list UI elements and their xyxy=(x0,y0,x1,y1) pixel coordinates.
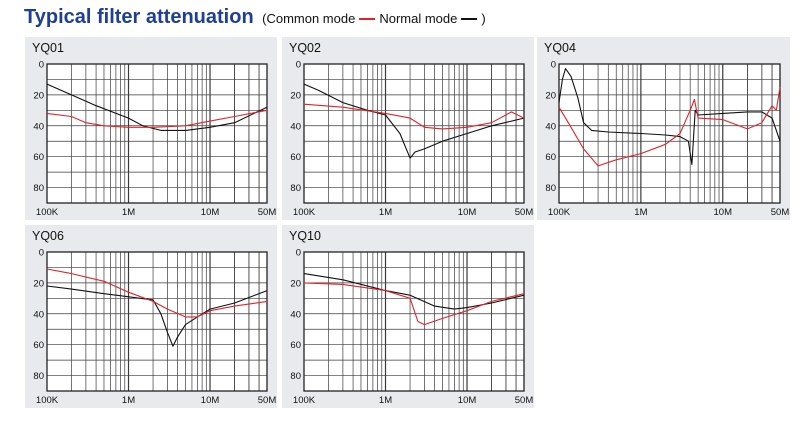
chart-title: YQ06 xyxy=(32,229,64,243)
chart-yq10: 0 20 40 60 80 100K 1M 10M 50M xyxy=(290,248,534,407)
common-mode-line xyxy=(46,268,268,318)
plot-frame xyxy=(303,251,525,392)
common-mode-swatch xyxy=(359,17,376,20)
common-mode-line xyxy=(46,109,268,128)
y-tick-label: 40 xyxy=(33,309,44,320)
common-mode-line xyxy=(303,282,525,326)
plot-frame xyxy=(46,251,268,392)
x-tick-label: 50M xyxy=(771,207,790,218)
chart-title: YQ01 xyxy=(32,41,64,55)
x-tick-label: 100K xyxy=(36,395,59,406)
y-tick-label: 80 xyxy=(545,183,556,194)
x-tick-label: 10M xyxy=(458,395,477,406)
legend: (Common mode Normal mode) xyxy=(262,11,486,26)
y-tick-label: 20 xyxy=(33,278,44,289)
common-mode-line xyxy=(303,103,525,130)
chart-yq04: 0 20 40 60 80 100K 1M 10M 50M xyxy=(545,60,790,219)
y-tick-label: 0 xyxy=(39,60,44,71)
x-tick-label: 10M xyxy=(201,395,220,406)
chart-title: YQ02 xyxy=(289,41,321,55)
chart-yq02: 0 20 40 60 80 100K 1M 10M 50M xyxy=(290,60,534,219)
normal-mode-line xyxy=(558,68,781,165)
y-tick-label: 80 xyxy=(33,371,44,382)
normal-mode-swatch xyxy=(461,17,478,20)
header: Typical filter attenuation (Common mode N… xyxy=(24,6,486,29)
y-tick-label: 80 xyxy=(290,371,301,382)
x-tick-label: 1M xyxy=(379,395,392,406)
y-tick-label: 60 xyxy=(545,152,556,163)
plot-frame xyxy=(46,63,268,204)
x-tick-label: 10M xyxy=(458,207,477,218)
chart-panel-yq10: YQ10 0 20 40 60 80 100K 1M 10M 50M xyxy=(282,225,534,408)
legend-open-text: (Common mode xyxy=(262,11,356,26)
x-tick-label: 1M xyxy=(122,207,135,218)
common-mode-line xyxy=(558,87,781,167)
x-tick-label: 50M xyxy=(258,207,277,218)
legend-mid-text: Normal mode xyxy=(379,11,458,26)
y-tick-label: 40 xyxy=(290,309,301,320)
chart-title: YQ04 xyxy=(544,41,576,55)
y-tick-label: 40 xyxy=(545,121,556,132)
chart-panel-yq04: YQ04 0 20 40 60 80 100K 1M 10M 50M xyxy=(537,37,790,220)
x-tick-label: 50M xyxy=(258,395,277,406)
x-tick-label: 1M xyxy=(634,207,647,218)
y-tick-label: 80 xyxy=(290,183,301,194)
chart-title: YQ10 xyxy=(289,229,321,243)
y-tick-label: 40 xyxy=(33,121,44,132)
y-tick-label: 0 xyxy=(551,60,556,71)
x-tick-label: 10M xyxy=(201,207,220,218)
y-tick-label: 0 xyxy=(296,248,301,259)
plot-area xyxy=(304,252,524,391)
x-tick-label: 50M xyxy=(515,395,534,406)
x-tick-label: 100K xyxy=(293,395,316,406)
plot-area xyxy=(47,252,267,391)
y-tick-label: 20 xyxy=(33,90,44,101)
y-tick-label: 60 xyxy=(33,152,44,163)
x-tick-label: 100K xyxy=(293,207,316,218)
chart-panel-yq06: YQ06 0 20 40 60 80 100K 1M 10M 50M xyxy=(25,225,277,408)
chart-panel-yq01: YQ01 0 20 40 60 80 100K 1M 10M 50M xyxy=(25,37,277,220)
y-tick-label: 60 xyxy=(33,340,44,351)
y-tick-label: 0 xyxy=(296,60,301,71)
x-tick-label: 100K xyxy=(548,207,571,218)
y-tick-label: 60 xyxy=(290,340,301,351)
plot-frame xyxy=(558,63,781,204)
y-tick-label: 20 xyxy=(290,90,301,101)
normal-mode-line xyxy=(46,83,268,131)
y-tick-label: 40 xyxy=(290,121,301,132)
y-tick-label: 60 xyxy=(290,152,301,163)
normal-mode-line xyxy=(303,83,525,159)
y-tick-label: 20 xyxy=(290,278,301,289)
x-tick-label: 50M xyxy=(515,207,534,218)
plot-area xyxy=(304,64,524,203)
chart-yq06: 0 20 40 60 80 100K 1M 10M 50M xyxy=(33,248,277,407)
x-tick-label: 1M xyxy=(122,395,135,406)
plot-frame xyxy=(303,63,525,204)
x-tick-label: 10M xyxy=(714,207,733,218)
plot-area xyxy=(47,64,267,203)
normal-mode-line xyxy=(46,285,268,347)
page-title: Typical filter attenuation xyxy=(24,6,254,28)
y-tick-label: 80 xyxy=(33,183,44,194)
y-tick-label: 0 xyxy=(39,248,44,259)
x-tick-label: 1M xyxy=(379,207,392,218)
legend-close-text: ) xyxy=(481,11,486,26)
chart-yq01: 0 20 40 60 80 100K 1M 10M 50M xyxy=(33,60,277,219)
plot-area xyxy=(559,64,780,203)
chart-panel-yq02: YQ02 0 20 40 60 80 100K 1M 10M 50M xyxy=(282,37,534,220)
y-tick-label: 20 xyxy=(545,90,556,101)
x-tick-label: 100K xyxy=(36,207,59,218)
